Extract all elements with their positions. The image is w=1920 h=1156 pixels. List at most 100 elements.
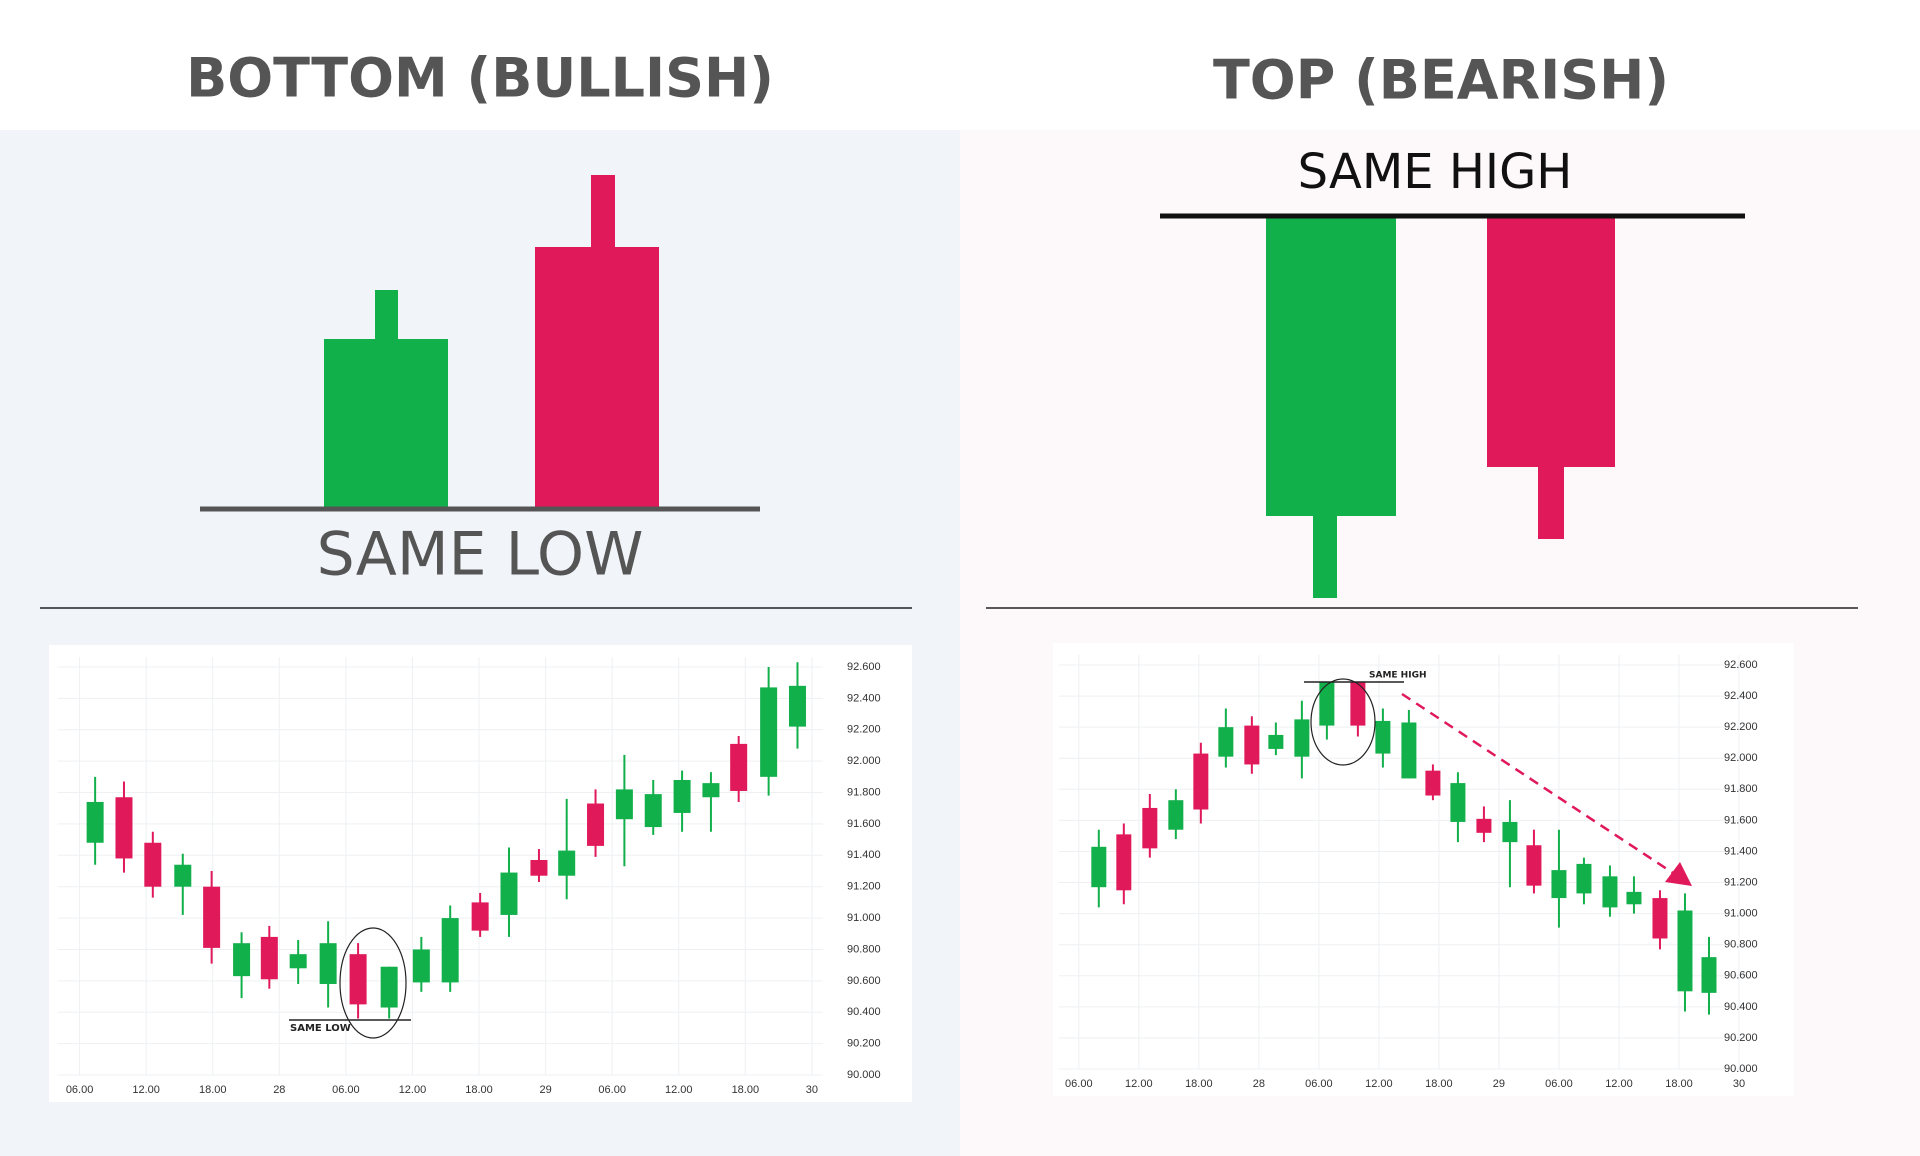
x-tick-label: 28: [1253, 1078, 1265, 1090]
x-tick-label: 30: [806, 1084, 818, 1096]
y-tick-label: 92.600: [1724, 659, 1758, 671]
candle-body: [673, 779, 691, 813]
arrow-head: [1665, 862, 1692, 886]
candle-body: [1450, 783, 1466, 822]
y-tick-label: 92.400: [847, 692, 881, 704]
illustration-body: [324, 339, 448, 508]
candle-body: [530, 860, 548, 876]
illustration-label: SAME HIGH: [1298, 144, 1573, 200]
y-tick-label: 90.400: [1724, 1001, 1758, 1013]
panel-title: BOTTOM (BULLISH): [186, 47, 774, 110]
y-tick-label: 90.400: [847, 1006, 881, 1018]
x-tick-label: 12.00: [132, 1084, 160, 1096]
panel-title: TOP (BEARISH): [1213, 49, 1669, 112]
candle-body: [1576, 863, 1592, 894]
candle-body: [1319, 682, 1335, 726]
y-tick-label: 91.800: [1724, 783, 1758, 795]
candle-body: [412, 949, 430, 983]
highlight-oval: [339, 927, 407, 1039]
candle-body: [788, 685, 806, 727]
y-tick-label: 92.200: [847, 724, 881, 736]
illustration-wick: [1313, 515, 1337, 598]
candle-body: [1551, 870, 1567, 899]
candle-body: [558, 850, 576, 876]
y-tick-label: 91.400: [847, 849, 881, 861]
candle-body: [1375, 720, 1391, 754]
candle-body: [319, 943, 337, 984]
candle-body: [1244, 725, 1260, 765]
chart-left: 90.000 90.200 90.400 90.600 90.800 91.000 91.2…: [57, 657, 881, 1096]
candle-body: [1677, 910, 1693, 992]
candle-body: [471, 902, 489, 931]
trend-arrow: [1401, 692, 1677, 877]
candle-body: [644, 794, 662, 828]
x-tick-label: 18.00: [465, 1084, 493, 1096]
candle-body: [1425, 770, 1441, 796]
x-tick-label: 06.00: [1065, 1078, 1093, 1090]
candle-body: [1401, 722, 1417, 779]
x-tick-label: 28: [273, 1084, 285, 1096]
x-tick-label: 18.00: [1425, 1078, 1453, 1090]
candle-body: [1602, 876, 1618, 908]
y-tick-label: 92.200: [1724, 721, 1758, 733]
illustration-wick: [1538, 466, 1564, 539]
candle-body: [1502, 821, 1518, 843]
candle-body: [1193, 753, 1209, 810]
x-tick-label: 12.00: [1365, 1078, 1393, 1090]
candle-body: [1526, 845, 1542, 886]
candle-body: [115, 797, 133, 859]
x-tick-label: 30: [1733, 1078, 1745, 1090]
candle-body: [1701, 957, 1717, 993]
illustration-wick: [591, 175, 615, 248]
candle-body: [1116, 834, 1132, 891]
x-tick-label: 12.00: [665, 1084, 693, 1096]
candle-body: [1350, 682, 1366, 726]
y-tick-label: 91.200: [1724, 876, 1758, 888]
illustration-body: [1266, 215, 1396, 516]
candle-body: [289, 954, 307, 969]
candle-body: [174, 864, 192, 887]
candle-body: [1268, 734, 1284, 749]
candle-body: [615, 789, 633, 820]
candle-body: [702, 783, 720, 798]
x-tick-label: 06.00: [1545, 1078, 1573, 1090]
x-tick-label: 18.00: [1665, 1078, 1693, 1090]
illustration-label: SAME LOW: [317, 520, 644, 590]
y-tick-label: 91.400: [1724, 845, 1758, 857]
candle-body: [1476, 818, 1492, 833]
candle-body: [203, 886, 221, 948]
annotation-label: SAME LOW: [290, 1023, 351, 1034]
y-tick-label: 91.200: [847, 881, 881, 893]
x-tick-label: 12.00: [399, 1084, 427, 1096]
candle-body: [1142, 807, 1158, 849]
candle-body: [1652, 898, 1668, 939]
candle-body: [730, 743, 748, 791]
y-tick-label: 91.000: [1724, 908, 1758, 920]
candle-body: [587, 803, 605, 846]
y-tick-label: 90.000: [1724, 1063, 1758, 1075]
y-tick-label: 90.800: [847, 943, 881, 955]
x-tick-label: 18.00: [732, 1084, 760, 1096]
highlight-oval: [1310, 678, 1376, 766]
candle-body: [380, 966, 398, 1008]
y-tick-label: 90.600: [847, 975, 881, 987]
illustration-body: [535, 247, 659, 508]
header-bg: [0, 0, 1920, 130]
x-tick-label: 06.00: [332, 1084, 360, 1096]
illustration-body: [1487, 215, 1615, 467]
x-tick-label: 06.00: [66, 1084, 94, 1096]
y-tick-label: 90.600: [1724, 970, 1758, 982]
candle-body: [1626, 891, 1642, 905]
illustration-wick: [375, 290, 398, 340]
candle-body: [441, 918, 459, 983]
candle-body: [144, 842, 162, 887]
annotation-label: SAME HIGH: [1369, 671, 1427, 681]
y-tick-label: 90.000: [847, 1069, 881, 1081]
x-tick-label: 29: [539, 1084, 551, 1096]
y-tick-label: 92.400: [1724, 690, 1758, 702]
y-tick-label: 90.200: [847, 1038, 881, 1050]
y-tick-label: 92.000: [1724, 752, 1758, 764]
candle-body: [233, 943, 251, 977]
y-tick-label: 91.000: [847, 912, 881, 924]
